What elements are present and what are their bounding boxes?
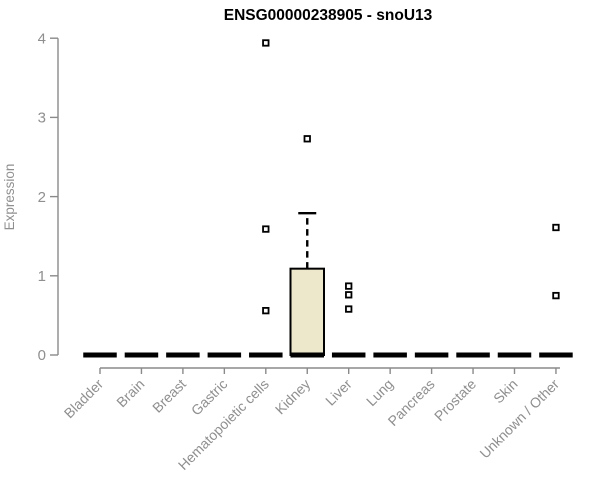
outlier-point: [303, 135, 311, 143]
median-bar: [373, 352, 407, 358]
y-tick-label: 2: [38, 189, 46, 206]
median-bar: [539, 352, 573, 358]
y-tick-label: 1: [38, 268, 46, 285]
y-tick-label: 4: [38, 30, 46, 47]
outlier-point: [552, 291, 560, 300]
y-tick-label: 0: [38, 347, 46, 364]
chart-title: ENSG00000238905 - snoU13: [224, 7, 433, 24]
x-tick-label: Unknown / Other: [476, 376, 562, 462]
median-bar: [207, 352, 242, 358]
outlier-point: [262, 306, 270, 315]
x-tick-label: Bladder: [61, 376, 107, 422]
x-tick-label: Kidney: [272, 376, 314, 418]
median-bar: [166, 352, 200, 358]
outlier-point: [552, 223, 560, 232]
median-bar: [456, 352, 490, 358]
outlier-point: [345, 291, 353, 299]
y-tick-label: 3: [38, 110, 46, 127]
median-bar: [414, 352, 449, 358]
x-tick-label: Lung: [363, 376, 396, 409]
outlier-point: [262, 39, 270, 47]
x-tick-label: Liver: [322, 376, 355, 409]
median-bar: [124, 352, 159, 358]
median-bar: [249, 352, 283, 358]
median-bar: [497, 352, 532, 358]
x-tick-label: Breast: [149, 376, 189, 416]
box: [289, 267, 325, 356]
median-bar: [83, 352, 117, 358]
outlier-point: [345, 305, 353, 313]
x-tick-label: Brain: [113, 376, 147, 410]
outlier-point: [262, 225, 270, 233]
y-axis-title: Expression: [2, 164, 17, 231]
x-tick-label: Skin: [490, 376, 521, 407]
median-bar: [331, 352, 366, 358]
x-tick-label: Prostate: [431, 376, 479, 424]
outlier-point: [345, 282, 353, 290]
median-bar: [290, 352, 324, 358]
